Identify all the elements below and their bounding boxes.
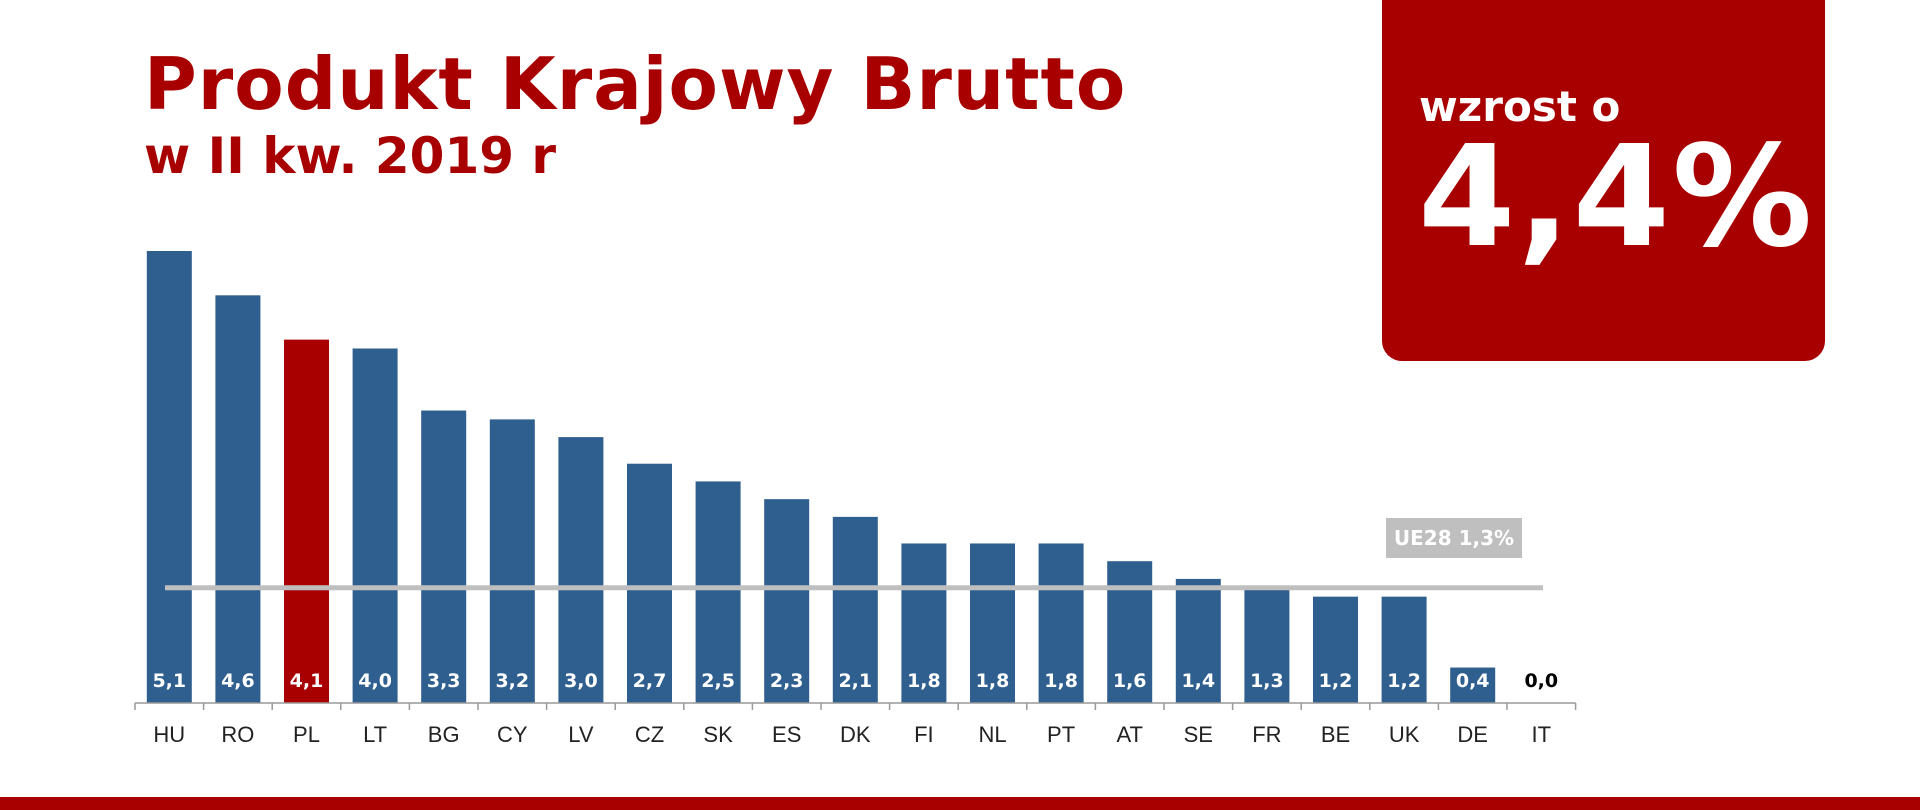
bar-de <box>1450 667 1496 703</box>
value-label-nl: 1,8 <box>976 670 1010 692</box>
bar-sk <box>695 481 741 703</box>
value-label-it: 0,0 <box>1524 670 1558 692</box>
tick-label-fr: FR <box>1252 722 1281 747</box>
value-label-sk: 2,5 <box>701 670 735 692</box>
growth-highlight-box: wzrost o 4,4% <box>1382 0 1825 361</box>
tick-label-be: BE <box>1321 722 1350 747</box>
value-label-cz: 2,7 <box>633 670 667 692</box>
tick-label-lt: LT <box>363 722 387 747</box>
growth-label: wzrost o <box>1419 82 1621 131</box>
bar-pl <box>284 339 329 703</box>
bar-lt <box>352 348 398 703</box>
tick-label-ro: RO <box>221 722 254 747</box>
tick-label-it: IT <box>1532 722 1552 747</box>
value-label-se: 1,4 <box>1181 670 1215 692</box>
tick-label-fi: FI <box>914 722 934 747</box>
value-label-lt: 4,0 <box>358 670 392 692</box>
value-label-fi: 1,8 <box>907 670 941 692</box>
value-label-es: 2,3 <box>770 670 804 692</box>
growth-value: 4,4% <box>1418 116 1815 279</box>
tick-label-es: ES <box>772 722 801 747</box>
bar-cy <box>489 419 535 703</box>
page-subtitle: w II kw. 2019 r <box>144 127 557 185</box>
tick-label-uk: UK <box>1389 722 1420 747</box>
tick-label-pt: PT <box>1047 722 1075 747</box>
value-label-uk: 1,2 <box>1387 670 1421 692</box>
value-label-fr: 1,3 <box>1250 670 1284 692</box>
value-label-bg: 3,3 <box>427 670 461 692</box>
bar-fr <box>1244 587 1290 703</box>
tick-label-at: AT <box>1116 722 1142 747</box>
tick-label-cy: CY <box>497 722 528 747</box>
tick-label-pl: PL <box>293 722 320 747</box>
page-title: Produkt Krajowy Brutto <box>144 42 1127 126</box>
bottom-band <box>0 797 1920 810</box>
value-label-lv: 3,0 <box>564 670 598 692</box>
tick-label-dk: DK <box>840 722 871 747</box>
reference-label-box <box>1386 518 1522 558</box>
value-label-pl: 4,1 <box>290 670 324 692</box>
bar-dk <box>832 516 878 703</box>
tick-label-se: SE <box>1184 722 1213 747</box>
value-label-dk: 2,1 <box>838 670 872 692</box>
bar-be <box>1313 596 1358 703</box>
tick-label-nl: NL <box>978 722 1006 747</box>
tick-label-cz: CZ <box>635 722 664 747</box>
tick-label-lv: LV <box>568 722 594 747</box>
value-label-de: 0,4 <box>1456 670 1490 692</box>
bar-uk <box>1381 596 1427 703</box>
bar-at <box>1107 561 1153 703</box>
value-label-ro: 4,6 <box>221 670 255 692</box>
bar-bg <box>421 410 467 703</box>
bar-fi <box>901 543 947 703</box>
bar-nl <box>970 543 1015 703</box>
tick-label-bg: BG <box>428 722 460 747</box>
reference-label: UE28 1,3% <box>1394 526 1514 550</box>
bar-lv <box>558 437 604 703</box>
tick-label-hu: HU <box>153 722 185 747</box>
bar-se <box>1175 578 1221 703</box>
tick-label-sk: SK <box>703 722 733 747</box>
bar-ro <box>215 295 261 703</box>
bar-pt <box>1038 543 1084 703</box>
bar-hu <box>146 251 192 703</box>
bar-es <box>764 499 810 703</box>
value-label-cy: 3,2 <box>495 670 529 692</box>
value-label-pt: 1,8 <box>1044 670 1078 692</box>
value-label-at: 1,6 <box>1113 670 1147 692</box>
value-label-hu: 5,1 <box>152 670 186 692</box>
value-label-be: 1,2 <box>1319 670 1353 692</box>
bar-cz <box>627 463 672 703</box>
tick-label-de: DE <box>1457 722 1488 747</box>
